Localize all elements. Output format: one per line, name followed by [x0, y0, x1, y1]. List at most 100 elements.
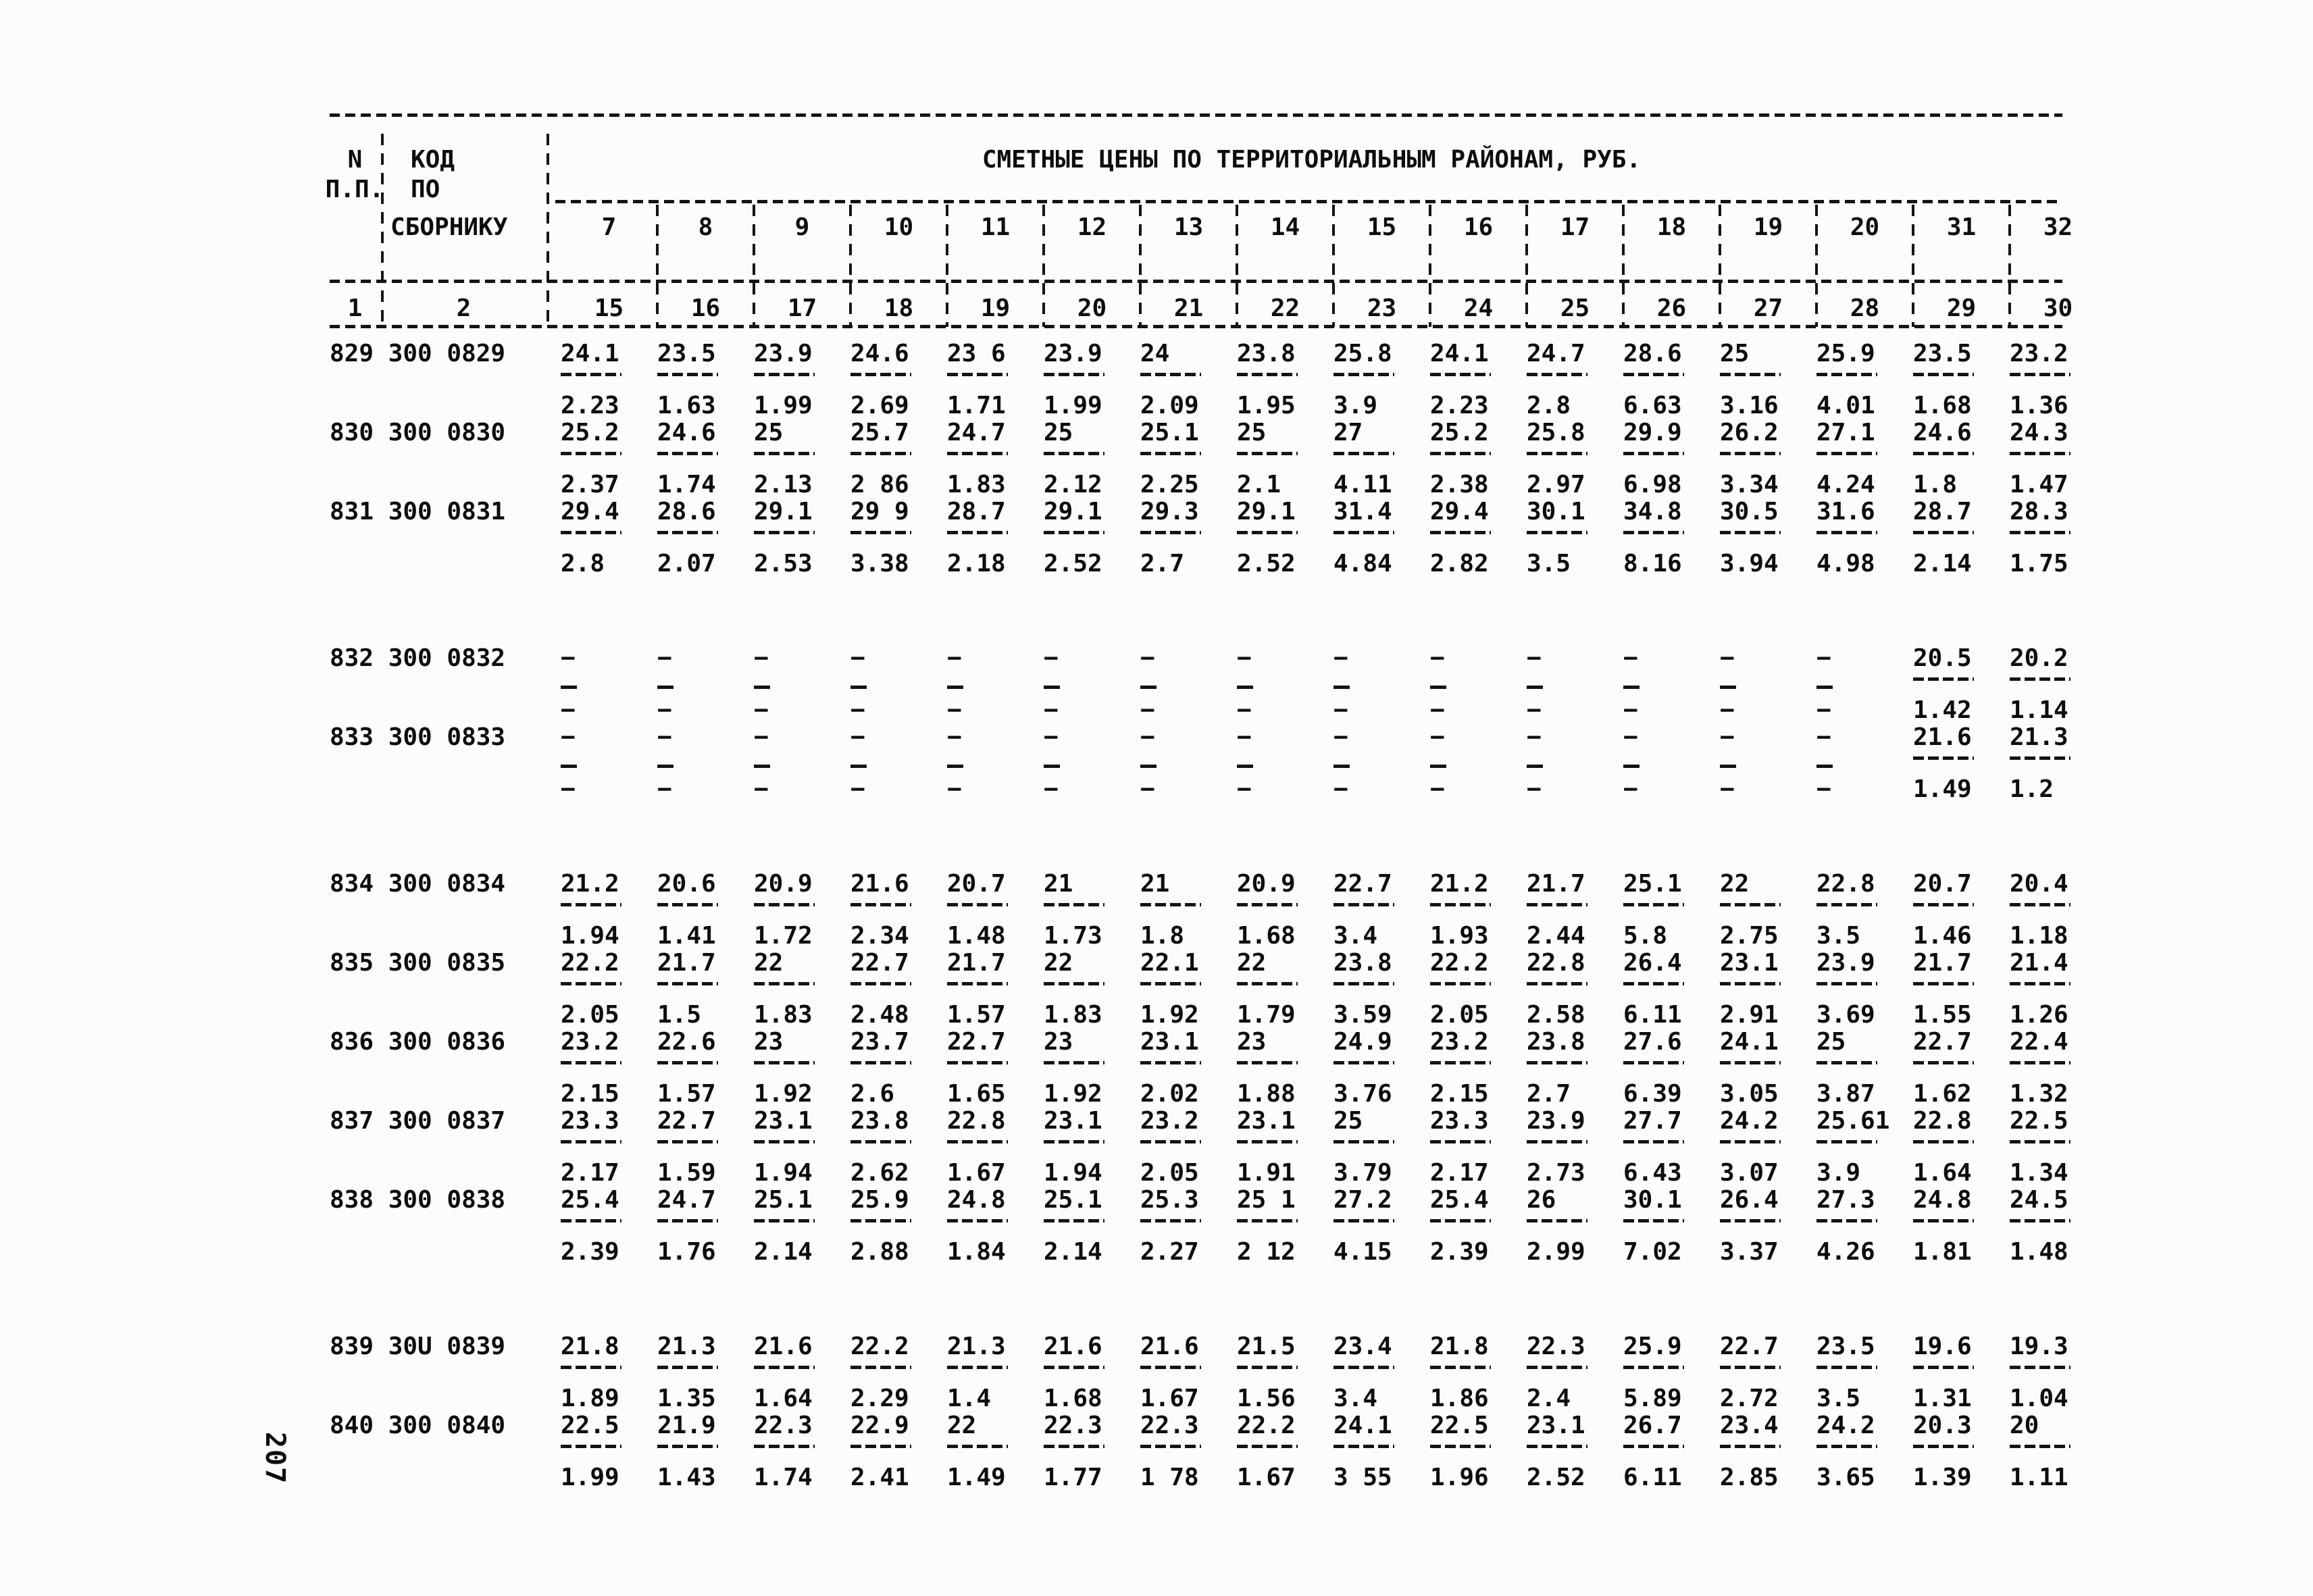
price-upper-cell: 30.1 [1527, 498, 1585, 525]
price-upper-cell: 22 [1237, 949, 1267, 977]
underline-cell [657, 1060, 754, 1083]
underline-cell [1044, 1443, 1140, 1467]
underline-cell [754, 530, 850, 553]
row-code-spacer [330, 700, 561, 723]
price-upper-cell: 22.2 [850, 1333, 909, 1360]
denominator-row: 2.37 1.74 2.13 2 86 1.83 2.12 2.25 2.1 4.11 2.38 2… [330, 473, 2106, 498]
fraction-bar [1044, 982, 1104, 985]
fraction-bar [2010, 1445, 2070, 1448]
price-lower-cell: 1.75 [2010, 550, 2068, 577]
fraction-bar [1237, 1061, 1298, 1064]
fraction-bar [657, 1219, 718, 1222]
price-upper-cell: 28.3 [2010, 498, 2068, 525]
price-upper-cell: 20.9 [754, 870, 813, 898]
region-column-divider [946, 205, 948, 327]
fraction-bar [2010, 373, 2070, 376]
underline-cell [754, 1364, 850, 1388]
row-code-spacer [330, 755, 561, 779]
price-upper-cell: 25 [1720, 340, 1750, 367]
fraction-bar [2010, 903, 2070, 906]
price-upper-cell: − [561, 644, 576, 672]
fraction-bar [1237, 452, 1298, 455]
price-upper-cell: − [754, 723, 769, 751]
fraction-bar [1140, 452, 1201, 455]
fraction-bar [1623, 1061, 1684, 1064]
price-lower-cell: 3.87 [1816, 1080, 1875, 1108]
price-upper-cell: 20.2 [2010, 644, 2068, 672]
price-upper-cell: 23.2 [1140, 1107, 1199, 1135]
price-upper-cell: 23.3 [1430, 1107, 1489, 1135]
row-code-spacer [330, 779, 561, 802]
region-number: 18 [1656, 213, 1687, 241]
price-lower-cell: 1.81 [1913, 1238, 1972, 1266]
underline-cell [2010, 981, 2106, 1004]
price-lower-cell: − [754, 775, 769, 803]
numerator-row: 836 300 0836 23.2 22.6 23 23.7 22.7 23 23.1 23 24… [330, 1028, 2106, 1060]
fraction-bar [947, 1140, 1008, 1143]
price-lower-cell: 4.98 [1816, 550, 1875, 577]
underline-cell [1527, 676, 1623, 700]
underline-cell [850, 530, 947, 553]
fraction-bar [1140, 1140, 1201, 1143]
price-upper-cell: 20.7 [947, 870, 1006, 898]
underline-cell [1237, 902, 1333, 925]
underline-cell [1333, 902, 1430, 925]
fraction-bar [1720, 765, 1736, 768]
underline-cell [1720, 1060, 1816, 1083]
price-lower-cell: 3.59 [1333, 1001, 1392, 1029]
row-code-spacer [330, 1162, 561, 1186]
underline-cell [1527, 1218, 1623, 1241]
price-upper-cell: 22.5 [1430, 1412, 1489, 1439]
price-upper-cell: 21.8 [1430, 1333, 1489, 1360]
price-lower-cell: 2.14 [754, 1238, 813, 1266]
top-border-line [330, 113, 2062, 117]
underline-cell [1333, 530, 1430, 553]
underline-cell [1430, 371, 1527, 395]
fraction-bar [561, 1219, 621, 1222]
price-lower-cell: − [1430, 696, 1445, 724]
price-lower-cell: 2.8 [1527, 392, 1571, 419]
underline-cell [1333, 1218, 1430, 1241]
price-upper-cell: 25.1 [1623, 870, 1682, 898]
price-upper-cell: 25 [1333, 1107, 1363, 1135]
price-lower-cell: 2.14 [1913, 550, 1972, 577]
price-upper-cell: 22.2 [561, 949, 619, 977]
underline-cell [850, 755, 947, 779]
region-number: 15 [594, 294, 624, 322]
table-row-group: 840 300 0840 22.5 21.9 22.3 22.9 22 22.3 22.3 22… [330, 1412, 2106, 1491]
price-upper-cell: 23.8 [1333, 949, 1392, 977]
price-upper-cell: 25.8 [1527, 419, 1585, 446]
underline-cell [1720, 451, 1816, 474]
row-code-spacer [330, 1083, 561, 1107]
row-code-spacer [330, 1388, 561, 1412]
denominator-row: 1.94 1.41 1.72 2.34 1.48 1.73 1.8 1.68 3.4 1.93 2.… [330, 922, 2106, 950]
row-code-spacer [330, 1218, 561, 1241]
underline-cell [1237, 755, 1333, 779]
underline-cell [1913, 451, 2010, 474]
price-lower-cell: − [1430, 775, 1445, 803]
underline-cell [1140, 902, 1237, 925]
underline-cell [1623, 1443, 1720, 1467]
fraction-bar [1816, 452, 1877, 455]
underline-cell [1816, 1443, 1913, 1467]
fraction-bar [1913, 903, 1974, 906]
underline-cell [1044, 1060, 1140, 1083]
price-upper-cell: − [1333, 723, 1348, 751]
price-upper-cell: 24.3 [2010, 419, 2068, 446]
region-column-divider [656, 205, 659, 327]
price-lower-cell: 1.11 [2010, 1464, 2068, 1491]
region-number: 15 [1367, 213, 1397, 241]
price-upper-cell: 21.6 [850, 870, 909, 898]
underline-cell [2010, 371, 2106, 395]
price-lower-cell: 1.92 [754, 1080, 813, 1108]
price-lower-cell: 1.8 [1140, 922, 1185, 950]
fraction-bar [754, 452, 815, 455]
price-upper-cell: 25.3 [1140, 1186, 1199, 1214]
underline-cell [1913, 1443, 2010, 1467]
underline-cell [1044, 451, 1140, 474]
underline-cell [1720, 371, 1816, 395]
fraction-bar [1237, 373, 1298, 376]
price-upper-cell: 21.7 [1527, 870, 1585, 898]
underline-cell [1623, 755, 1720, 779]
underline-cell [1140, 676, 1237, 700]
